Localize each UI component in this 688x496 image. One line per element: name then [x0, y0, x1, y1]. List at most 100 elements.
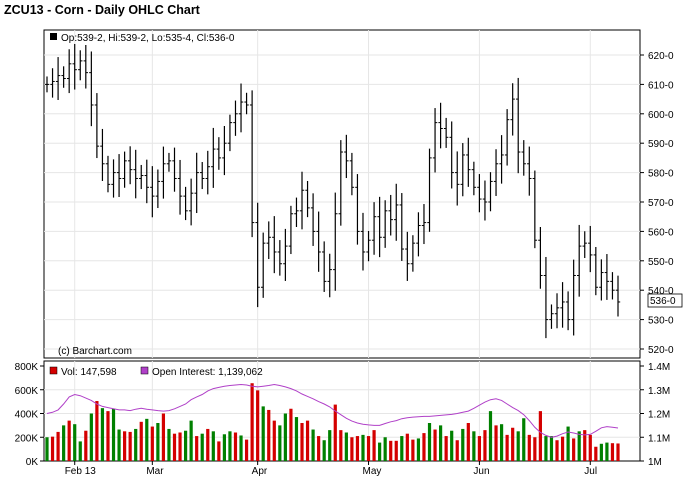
volume-bar	[84, 430, 88, 461]
volume-bar	[544, 436, 548, 461]
volume-bar	[283, 413, 287, 461]
ohlc-bar	[61, 66, 66, 88]
volume-bar	[372, 430, 376, 461]
ohlc-bar	[521, 140, 526, 176]
ohlc-bar	[338, 140, 344, 226]
volume-bar	[505, 434, 509, 461]
ohlc-bar	[488, 172, 493, 212]
volume-bar	[222, 434, 226, 461]
volume-bar	[106, 411, 110, 461]
ohlc-bar	[427, 148, 432, 232]
volume-bar	[228, 431, 232, 461]
volume-tick-label: 600K	[15, 386, 39, 397]
ohlc-bar	[244, 92, 249, 115]
ohlc-bar	[100, 128, 105, 181]
volume-bar	[461, 428, 465, 461]
ohlc-bar	[482, 180, 488, 221]
volume-bars	[45, 383, 620, 461]
ohlc-bar	[116, 154, 122, 198]
ohlc-bar	[421, 204, 427, 245]
volume-bar	[311, 429, 315, 461]
volume-bar	[472, 431, 476, 461]
volume-bar	[256, 390, 260, 461]
volume-bar	[189, 420, 193, 461]
ohlc-bar	[66, 49, 72, 94]
ohlc-bar	[538, 226, 543, 289]
volume-bar	[355, 436, 360, 461]
volume-bar	[300, 423, 304, 461]
volume-bar	[433, 429, 437, 461]
last-price-tag: 536-0	[650, 296, 676, 307]
ohlc-bar	[294, 197, 299, 227]
open-interest-y-axis: 1M 1.1M 1.2M 1.3M 1.4M	[640, 362, 670, 468]
oi-tick-label: 1M	[648, 457, 662, 468]
ohlc-bar	[183, 186, 188, 221]
ohlc-bar	[161, 146, 166, 199]
volume-bar	[333, 404, 337, 461]
price-tick-label: 540-0	[648, 286, 674, 297]
ohlc-bar	[377, 196, 382, 258]
open-interest-line	[46, 383, 619, 438]
ohlc-bar	[466, 137, 471, 187]
ohlc-bar	[499, 135, 504, 184]
ohlc-bar	[194, 152, 199, 214]
volume-bar	[50, 436, 55, 461]
ohlc-bar	[560, 282, 565, 328]
volume-bar	[566, 426, 570, 461]
ohlc-bar	[360, 212, 366, 271]
ohlc-bar	[233, 100, 238, 136]
ohlc-bar	[516, 77, 521, 174]
volume-bar	[444, 436, 448, 461]
ohlc-bar	[382, 200, 388, 248]
volume-bar	[261, 406, 265, 461]
price-legend: Op:539-2, Hi:539-2, Lo:535-4, Cl:536-0	[61, 33, 235, 44]
volume-bar	[95, 401, 99, 461]
volume-bar	[483, 430, 487, 461]
volume-bar	[239, 435, 243, 461]
volume-bar	[583, 430, 587, 461]
ohlc-bar	[227, 114, 233, 152]
ohlc-bar	[443, 117, 449, 148]
ohlc-bar	[549, 304, 554, 329]
price-tick-label: 610-0	[648, 80, 674, 91]
volume-bar	[145, 418, 149, 461]
volume-bar	[488, 411, 493, 461]
volume-bar	[211, 431, 215, 461]
ohlc-bar	[388, 194, 393, 236]
volume-bar	[527, 434, 531, 461]
ohlc-bar	[105, 155, 111, 193]
last-price-tag-bg	[647, 293, 683, 308]
ohlc-bar	[455, 151, 460, 206]
price-tick-label: 520-0	[648, 345, 674, 356]
ohlc-bar	[55, 57, 61, 100]
ohlc-bar	[166, 152, 172, 172]
x-tick-label: Jul	[584, 466, 597, 477]
ohlc-bar	[222, 126, 227, 176]
ohlc-bar	[177, 159, 183, 215]
ohlc-bar	[305, 180, 310, 218]
price-tick-label: 620-0	[648, 51, 674, 62]
ohlc-bar	[283, 228, 288, 281]
ohlc-bar	[321, 241, 327, 292]
ohlc-bar	[144, 159, 149, 204]
volume-bar	[605, 442, 609, 461]
oi-tick-label: 1.1M	[648, 433, 670, 444]
volume-bar	[610, 443, 615, 461]
volume-bar	[499, 424, 504, 461]
ohlc-bar	[571, 259, 576, 336]
ohlc-bar	[355, 174, 360, 245]
price-bars	[44, 43, 621, 339]
price-panel-frame	[43, 29, 641, 359]
volume-bar	[183, 430, 188, 461]
ohlc-bar	[543, 256, 549, 339]
price-tick-label: 590-0	[648, 139, 674, 150]
volume-bar	[422, 433, 426, 461]
ohlc-bar	[532, 170, 538, 249]
volume-bar	[555, 440, 559, 461]
ohlc-bar	[449, 121, 454, 189]
volume-bar	[167, 428, 171, 461]
volume-bar	[522, 418, 526, 461]
volume-bar	[577, 431, 581, 461]
volume-legend: Vol: 147,598	[61, 367, 117, 378]
